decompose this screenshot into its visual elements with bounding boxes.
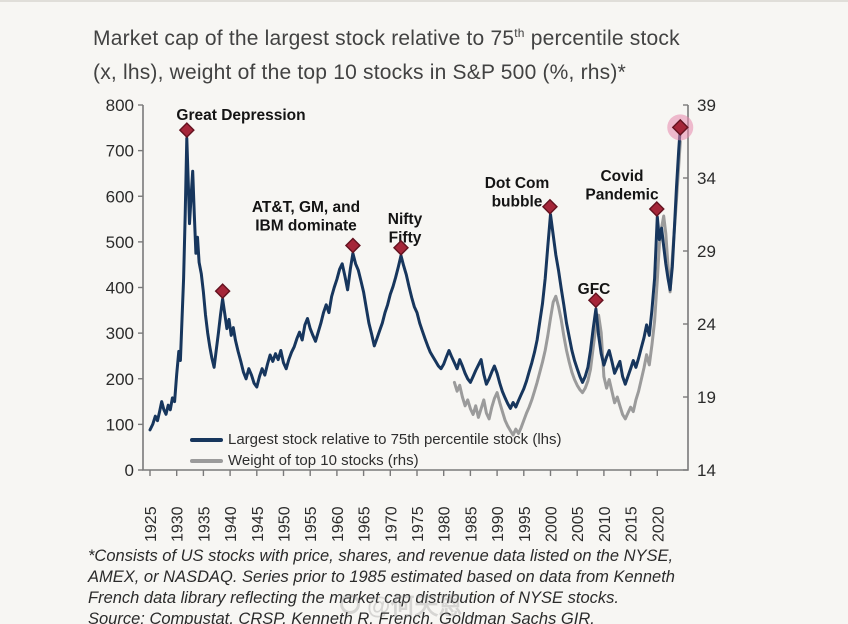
top10-weight-line (452, 140, 682, 437)
endpoint-marker-diamond (671, 118, 689, 136)
x-axis-tick-label: 1980 (437, 506, 454, 542)
largest-stock-line (148, 125, 682, 432)
x-axis-tick-label: 2015 (624, 506, 641, 542)
chart-title-line1: Market cap of the largest stock relative… (93, 26, 680, 50)
event-marker-diamond (541, 198, 558, 215)
x-axis-tick-label: 2005 (570, 506, 587, 542)
legend-label: Weight of top 10 stocks (rhs) (228, 452, 419, 469)
annotation-label: GFC (578, 281, 611, 298)
annotation-label: Pandemic (585, 187, 659, 204)
footnote-line1: *Consists of US stocks with price, share… (88, 547, 674, 565)
x-axis-tick-label: 1930 (170, 506, 187, 542)
left-axis-tick-label: 700 (106, 142, 134, 161)
x-axis-tick-label: 1960 (330, 506, 347, 542)
right-axis-tick-label: 39 (697, 96, 716, 115)
x-axis-tick-label: 1975 (410, 506, 427, 542)
event-marker-diamond (392, 239, 409, 256)
x-axis-tick-label: 1990 (490, 506, 507, 542)
annotation-label: Dot Com (485, 175, 550, 192)
annotation-label: bubble (492, 194, 543, 211)
navy-line-swatch (190, 437, 223, 442)
title-superscript: th (514, 26, 525, 40)
legend-item-largest-stock: Largest stock relative to 75th percentil… (190, 429, 562, 450)
gray-line-swatch (190, 458, 223, 463)
left-axis-tick-label: 800 (106, 96, 134, 115)
legend-item-top10-weight: Weight of top 10 stocks (rhs) (190, 450, 562, 471)
x-axis-tick-label: 1955 (303, 506, 320, 542)
x-axis-tick-label: 1985 (463, 506, 480, 542)
x-axis-tick-label: 1940 (223, 506, 240, 542)
x-axis-tick-label: 1965 (357, 506, 374, 542)
x-axis-tick-label: 1945 (250, 506, 267, 542)
event-marker-diamond (587, 292, 604, 309)
left-axis-tick-label: 100 (106, 415, 134, 434)
right-axis-tick-label: 19 (697, 388, 716, 407)
right-axis-tick-label: 34 (697, 169, 716, 188)
x-axis-tick-label: 1950 (277, 506, 294, 542)
x-axis-tick-label: 1995 (517, 506, 534, 542)
left-axis-tick-label: 400 (106, 279, 134, 298)
legend: Largest stock relative to 75th percentil… (190, 429, 562, 471)
footnote-line2: AMEX, or NASDAQ. Series prior to 1985 es… (88, 568, 675, 586)
x-axis-tick-label: 2020 (650, 506, 667, 542)
source-line: Source: Compustat, CRSP, Kenneth R. Fren… (88, 610, 595, 624)
event-marker-diamond (648, 201, 665, 218)
x-axis-tick-label: 1925 (143, 506, 160, 542)
right-axis-tick-label: 14 (697, 461, 716, 480)
top-border-line (0, 0, 848, 2)
left-axis-tick-label: 0 (125, 461, 134, 480)
right-axis-tick-label: 29 (697, 242, 716, 261)
event-marker-diamond (344, 237, 361, 254)
watermark: @何天恩 (340, 586, 462, 621)
watermark-text: @何天恩 (367, 593, 463, 620)
left-axis-tick-label: 500 (106, 233, 134, 252)
chart-title-line2: (x, lhs), weight of the top 10 stocks in… (93, 61, 626, 84)
annotation-label: Nifty (388, 211, 423, 228)
x-axis-tick-label: 2000 (544, 506, 561, 542)
right-axis-tick-label: 24 (697, 315, 716, 334)
watermark-logo-icon (340, 593, 360, 614)
chart-title: Market cap of the largest stock relative… (93, 16, 680, 90)
left-axis-tick-label: 600 (106, 187, 134, 206)
annotation-label: Covid (600, 168, 643, 185)
annotation-label: Fifty (389, 230, 422, 247)
x-axis-tick-label: 2010 (597, 506, 614, 542)
footnote: *Consists of US stocks with price, share… (88, 546, 675, 624)
legend-label: Largest stock relative to 75th percentil… (228, 431, 562, 448)
x-axis-tick-label: 1970 (383, 506, 400, 542)
left-axis-tick-label: 300 (106, 324, 134, 343)
annotation-label: IBM dominate (255, 218, 357, 235)
event-marker-diamond (178, 122, 195, 139)
annotation-label: AT&T, GM, and (252, 199, 360, 216)
left-axis-tick-label: 200 (106, 370, 134, 389)
event-marker-diamond (214, 283, 231, 300)
annotation-label: Great Depression (176, 107, 305, 124)
x-axis-tick-label: 1935 (196, 506, 213, 542)
